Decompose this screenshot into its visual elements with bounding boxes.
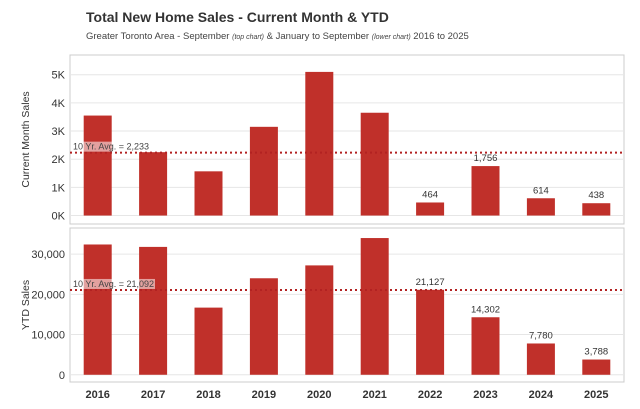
panel2-ytick-label: 10,000 — [31, 330, 65, 342]
panel2-ytick-label: 0 — [59, 370, 65, 382]
panel1-bar — [83, 115, 112, 216]
panel1-ytick-label: 4K — [52, 98, 66, 110]
x-tick-label: 2025 — [584, 389, 608, 401]
panel2-bar — [139, 246, 168, 375]
panel1-data-label: 464 — [422, 189, 438, 200]
panel2-bar — [526, 343, 555, 375]
panel1-ytick-label: 3K — [52, 126, 66, 138]
panel1-average-label-bg — [72, 141, 150, 152]
panel2-bar — [194, 307, 223, 375]
subtitle-top-note: (top chart) — [232, 34, 265, 41]
subtitle-part-3: 2016 to 2025 — [410, 31, 469, 42]
x-tick-label: 2023 — [473, 389, 497, 401]
panel2-ytick-label: 20,000 — [31, 289, 65, 301]
x-tick-label: 2019 — [252, 389, 276, 401]
panel1-average-label: 10 Yr. Avg. = 2,233 — [73, 142, 149, 152]
panel1-bar — [416, 202, 445, 216]
panel2-bar — [360, 238, 389, 375]
panel1-ytick-label: 0K — [52, 211, 66, 223]
subtitle-part-1: Greater Toronto Area - September — [86, 31, 233, 42]
x-tick-label: 2021 — [362, 389, 386, 401]
subtitle-bottom-note: (lower chart) — [371, 34, 411, 41]
panel2-frame — [69, 227, 625, 383]
panel1-data-label: 614 — [533, 185, 549, 196]
x-tick-label: 2020 — [307, 389, 331, 401]
chart-title: Total New Home Sales - Current Month & Y… — [86, 9, 389, 25]
panel2-data-label: 3,788 — [584, 347, 608, 358]
panel2-bar — [83, 244, 112, 375]
chart-subtitle: Greater Toronto Area - September (top ch… — [86, 31, 469, 42]
panel2-bar — [471, 317, 500, 375]
panel2-average-label-bg — [72, 278, 155, 289]
panel1-ytick-label: 5K — [52, 70, 66, 82]
panel2-data-label: 7,780 — [529, 330, 553, 341]
panel1-bar — [305, 71, 334, 216]
panel1-bar — [139, 152, 168, 216]
panel1-data-label: 438 — [588, 190, 604, 201]
x-tick-label: 2018 — [196, 389, 220, 401]
panel2-bar — [249, 278, 278, 375]
subtitle-part-2: & January to September — [264, 31, 372, 42]
panel2-average-label: 10 Yr. Avg. = 21,092 — [73, 279, 154, 289]
panel1-data-label: 1,756 — [474, 153, 498, 164]
panel1-bar — [471, 166, 500, 216]
panel1-frame — [69, 54, 625, 225]
panel1-bar — [360, 112, 389, 216]
panel1-bar — [582, 203, 611, 216]
panel2-y-axis-label: YTD Sales — [20, 280, 32, 330]
x-tick-label: 2024 — [529, 389, 554, 401]
panel2-ytick-label: 30,000 — [31, 249, 65, 261]
panel1-ytick-label: 2K — [52, 154, 66, 166]
x-tick-label: 2022 — [418, 389, 442, 401]
panel2-data-label: 14,302 — [471, 304, 500, 315]
panel2-bar — [416, 289, 445, 375]
x-tick-label: 2016 — [85, 389, 109, 401]
panel2-bar — [305, 265, 334, 375]
panel1-ytick-label: 1K — [52, 182, 66, 194]
x-tick-label: 2017 — [141, 389, 165, 401]
panel1-bar — [526, 198, 555, 216]
panel1-bar — [249, 126, 278, 216]
panel1-y-axis-label: Current Month Sales — [20, 91, 32, 187]
panel2-data-label: 21,127 — [416, 277, 445, 288]
panel1-bar — [194, 171, 223, 216]
panel2-bar — [582, 359, 611, 375]
